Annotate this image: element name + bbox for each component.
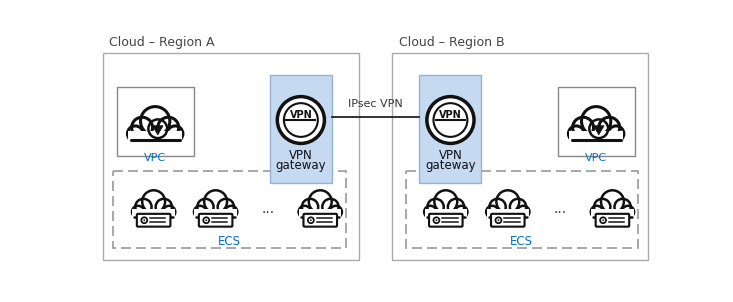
- FancyBboxPatch shape: [270, 75, 332, 182]
- Circle shape: [163, 206, 175, 218]
- FancyBboxPatch shape: [419, 75, 482, 182]
- Circle shape: [155, 199, 172, 215]
- Circle shape: [496, 190, 519, 213]
- FancyBboxPatch shape: [569, 131, 623, 144]
- Circle shape: [622, 206, 634, 218]
- Polygon shape: [152, 126, 163, 135]
- Text: VPN: VPN: [438, 149, 463, 162]
- Text: IPsec VPN: IPsec VPN: [348, 99, 403, 109]
- FancyBboxPatch shape: [568, 107, 624, 127]
- Circle shape: [594, 199, 611, 215]
- Circle shape: [568, 126, 584, 142]
- Circle shape: [601, 190, 624, 213]
- Text: VPC: VPC: [585, 153, 607, 163]
- Text: ...: ...: [262, 202, 275, 216]
- Circle shape: [486, 206, 498, 218]
- FancyBboxPatch shape: [133, 209, 175, 220]
- Circle shape: [433, 103, 468, 137]
- Circle shape: [448, 199, 464, 215]
- Circle shape: [158, 117, 179, 138]
- FancyBboxPatch shape: [132, 190, 175, 207]
- FancyBboxPatch shape: [128, 107, 183, 127]
- Circle shape: [603, 219, 604, 221]
- FancyBboxPatch shape: [117, 87, 194, 156]
- Circle shape: [455, 206, 468, 218]
- Text: VPN: VPN: [290, 110, 312, 120]
- Circle shape: [608, 126, 624, 142]
- FancyBboxPatch shape: [199, 214, 232, 226]
- Text: VPN: VPN: [289, 149, 313, 162]
- Circle shape: [599, 117, 619, 138]
- FancyBboxPatch shape: [491, 214, 525, 226]
- Circle shape: [427, 199, 443, 215]
- Circle shape: [225, 206, 237, 218]
- FancyBboxPatch shape: [194, 209, 237, 220]
- FancyBboxPatch shape: [591, 190, 634, 207]
- Circle shape: [284, 103, 318, 137]
- Text: VPC: VPC: [144, 153, 166, 163]
- Circle shape: [498, 219, 499, 221]
- Circle shape: [167, 126, 183, 142]
- Circle shape: [144, 219, 145, 221]
- Circle shape: [205, 219, 207, 221]
- Circle shape: [277, 97, 325, 143]
- Circle shape: [424, 206, 436, 218]
- Circle shape: [142, 190, 165, 213]
- Circle shape: [310, 219, 312, 221]
- FancyBboxPatch shape: [596, 214, 629, 226]
- Text: gateway: gateway: [276, 159, 326, 172]
- Circle shape: [614, 199, 631, 215]
- Circle shape: [581, 107, 611, 136]
- Text: ECS: ECS: [218, 235, 241, 248]
- FancyBboxPatch shape: [486, 190, 529, 207]
- Circle shape: [136, 199, 152, 215]
- Circle shape: [128, 126, 143, 142]
- Circle shape: [572, 117, 594, 138]
- FancyBboxPatch shape: [558, 87, 635, 156]
- FancyBboxPatch shape: [194, 190, 237, 207]
- Circle shape: [435, 219, 438, 221]
- FancyBboxPatch shape: [137, 214, 170, 226]
- FancyBboxPatch shape: [303, 214, 337, 226]
- Circle shape: [427, 97, 474, 143]
- FancyBboxPatch shape: [429, 214, 463, 226]
- Circle shape: [309, 190, 332, 213]
- FancyBboxPatch shape: [299, 209, 342, 220]
- Text: Cloud – Region B: Cloud – Region B: [399, 36, 504, 49]
- FancyBboxPatch shape: [298, 190, 342, 207]
- Circle shape: [205, 190, 227, 213]
- Circle shape: [132, 117, 152, 138]
- FancyBboxPatch shape: [103, 53, 359, 259]
- Circle shape: [141, 107, 170, 136]
- Circle shape: [132, 206, 144, 218]
- FancyBboxPatch shape: [392, 53, 648, 259]
- FancyBboxPatch shape: [424, 209, 467, 220]
- Circle shape: [490, 199, 506, 215]
- Circle shape: [298, 206, 311, 218]
- FancyBboxPatch shape: [114, 171, 346, 248]
- FancyBboxPatch shape: [128, 131, 183, 144]
- FancyBboxPatch shape: [487, 209, 529, 220]
- Circle shape: [194, 206, 206, 218]
- Circle shape: [510, 199, 526, 215]
- Text: ...: ...: [554, 202, 567, 216]
- Circle shape: [591, 206, 603, 218]
- FancyBboxPatch shape: [592, 209, 633, 220]
- Circle shape: [218, 199, 234, 215]
- Text: ECS: ECS: [510, 235, 533, 248]
- FancyBboxPatch shape: [405, 171, 638, 248]
- Text: Cloud – Region A: Cloud – Region A: [109, 36, 215, 49]
- Circle shape: [197, 199, 213, 215]
- Text: VPN: VPN: [439, 110, 462, 120]
- Polygon shape: [594, 126, 604, 135]
- Circle shape: [517, 206, 529, 218]
- Circle shape: [330, 206, 342, 218]
- Text: gateway: gateway: [425, 159, 476, 172]
- Circle shape: [323, 199, 339, 215]
- FancyBboxPatch shape: [424, 190, 468, 207]
- Circle shape: [302, 199, 318, 215]
- Circle shape: [435, 190, 457, 213]
